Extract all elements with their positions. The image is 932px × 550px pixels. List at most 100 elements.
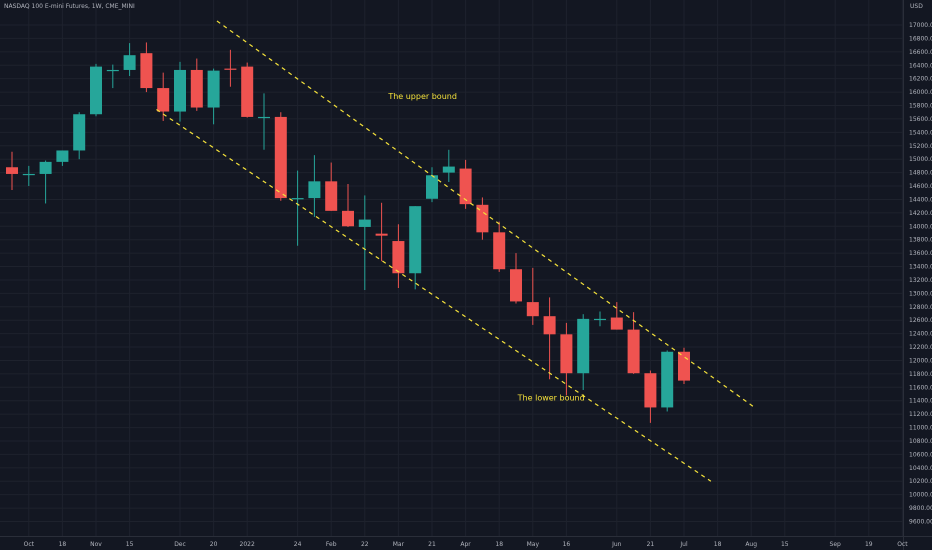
chart-title: NASDAQ 100 E-mini Futures, 1W, CME_MINI <box>4 3 135 10</box>
candle-body <box>190 69 203 108</box>
candles <box>6 42 690 423</box>
x-tick-label: Feb <box>326 541 337 548</box>
candle[interactable] <box>526 267 539 325</box>
x-tick-label: 18 <box>495 541 503 548</box>
x-tick-label: 20 <box>210 541 218 548</box>
y-tick-label: 12400.00 <box>909 331 932 338</box>
candle[interactable] <box>610 302 623 330</box>
annotation-label[interactable]: The lower bound <box>517 394 585 403</box>
candle[interactable] <box>207 68 220 125</box>
x-tick-label: Oct <box>24 541 35 548</box>
candle[interactable] <box>22 165 35 187</box>
candle[interactable] <box>56 150 69 166</box>
currency-label: USD <box>910 3 923 10</box>
candle[interactable] <box>442 149 455 183</box>
candle-body <box>358 219 371 227</box>
candle-body <box>174 69 186 112</box>
x-tick-label: Oct <box>897 541 908 548</box>
candle[interactable] <box>627 312 640 374</box>
y-tick-label: 12800.00 <box>909 304 932 311</box>
candle[interactable] <box>459 159 472 209</box>
candle[interactable] <box>342 184 354 227</box>
candle[interactable] <box>358 195 371 291</box>
candle-body <box>594 318 606 321</box>
candle[interactable] <box>560 322 573 396</box>
time-axis[interactable]: Oct 18 Nov 15 Dec 20 2022 24 Feb 22 Mar 21 Apr 18 May 1… <box>0 536 932 549</box>
y-tick-label: 12200.00 <box>909 344 932 351</box>
candle[interactable] <box>308 155 321 217</box>
candle[interactable] <box>90 63 102 117</box>
x-tick-label: Nov <box>90 541 102 548</box>
candle-body <box>56 150 69 162</box>
candle[interactable] <box>510 253 522 304</box>
candle[interactable] <box>409 206 422 290</box>
y-tick-label: 17000.00 <box>909 22 932 29</box>
price-axis[interactable]: 9600.00 9800.00 10000.00 10200.00 10400.00 10… <box>903 0 932 550</box>
candle[interactable] <box>224 49 237 87</box>
candle-body <box>325 181 338 211</box>
annotation-label[interactable]: The upper bound <box>387 92 457 101</box>
candle[interactable] <box>661 350 674 412</box>
grid <box>0 0 903 536</box>
candle-body <box>442 166 455 173</box>
y-tick-label: 16600.00 <box>909 49 932 56</box>
y-tick-label: 10200.00 <box>909 478 932 485</box>
candle[interactable] <box>543 297 556 380</box>
candle[interactable] <box>6 151 18 191</box>
candle[interactable] <box>291 170 304 246</box>
candle-body <box>459 168 472 205</box>
y-tick-label: 14000.00 <box>909 223 932 230</box>
candle-body <box>409 206 422 274</box>
x-tick-label: Sep <box>830 541 842 548</box>
y-tick-label: 15400.00 <box>909 129 932 136</box>
candle[interactable] <box>241 62 254 118</box>
candle[interactable] <box>106 64 119 89</box>
y-tick-label: 11800.00 <box>909 371 932 378</box>
x-tick-label: 18 <box>59 541 67 548</box>
y-tick-label: 11000.00 <box>909 425 932 432</box>
y-tick-label: 13600.00 <box>909 250 932 257</box>
x-tick-label: 21 <box>428 541 436 548</box>
y-tick-label: 9800.00 <box>909 505 932 512</box>
y-tick-label: 10600.00 <box>909 451 932 458</box>
x-tick-label: Jun <box>611 541 622 548</box>
y-tick-label: 14200.00 <box>909 210 932 217</box>
candle[interactable] <box>123 43 136 76</box>
candle[interactable] <box>190 58 203 111</box>
candle[interactable] <box>73 112 86 160</box>
x-tick-label: 22 <box>361 541 369 548</box>
y-tick-label: 13000.00 <box>909 290 932 297</box>
candle[interactable] <box>594 311 606 327</box>
y-tick-label: 15200.00 <box>909 143 932 150</box>
x-tick-label: 24 <box>294 541 302 548</box>
candle-body <box>426 175 438 199</box>
candle-body <box>157 88 170 112</box>
candle[interactable] <box>274 112 287 201</box>
y-tick-label: 13400.00 <box>909 264 932 271</box>
candle[interactable] <box>39 160 52 204</box>
candle[interactable] <box>258 93 270 150</box>
candle[interactable] <box>325 162 338 211</box>
x-tick-label: Mar <box>393 541 405 548</box>
candle[interactable] <box>493 221 506 272</box>
candle[interactable] <box>140 42 153 93</box>
candle-body <box>258 116 270 119</box>
candle[interactable] <box>577 314 590 390</box>
y-tick-label: 10800.00 <box>909 438 932 445</box>
candle[interactable] <box>476 197 489 240</box>
x-tick-label: 18 <box>714 541 722 548</box>
y-tick-label: 12000.00 <box>909 357 932 364</box>
candle-body <box>308 181 321 199</box>
y-tick-label: 11600.00 <box>909 384 932 391</box>
candle-body <box>678 351 690 381</box>
candle[interactable] <box>375 202 388 262</box>
y-tick-label: 15000.00 <box>909 156 932 163</box>
upper-bound-line[interactable] <box>216 20 755 408</box>
candle[interactable] <box>174 61 186 122</box>
candle[interactable] <box>392 224 405 289</box>
candle[interactable] <box>426 167 438 203</box>
candle[interactable] <box>157 72 170 121</box>
candle[interactable] <box>644 370 657 423</box>
y-tick-label: 14600.00 <box>909 183 932 190</box>
